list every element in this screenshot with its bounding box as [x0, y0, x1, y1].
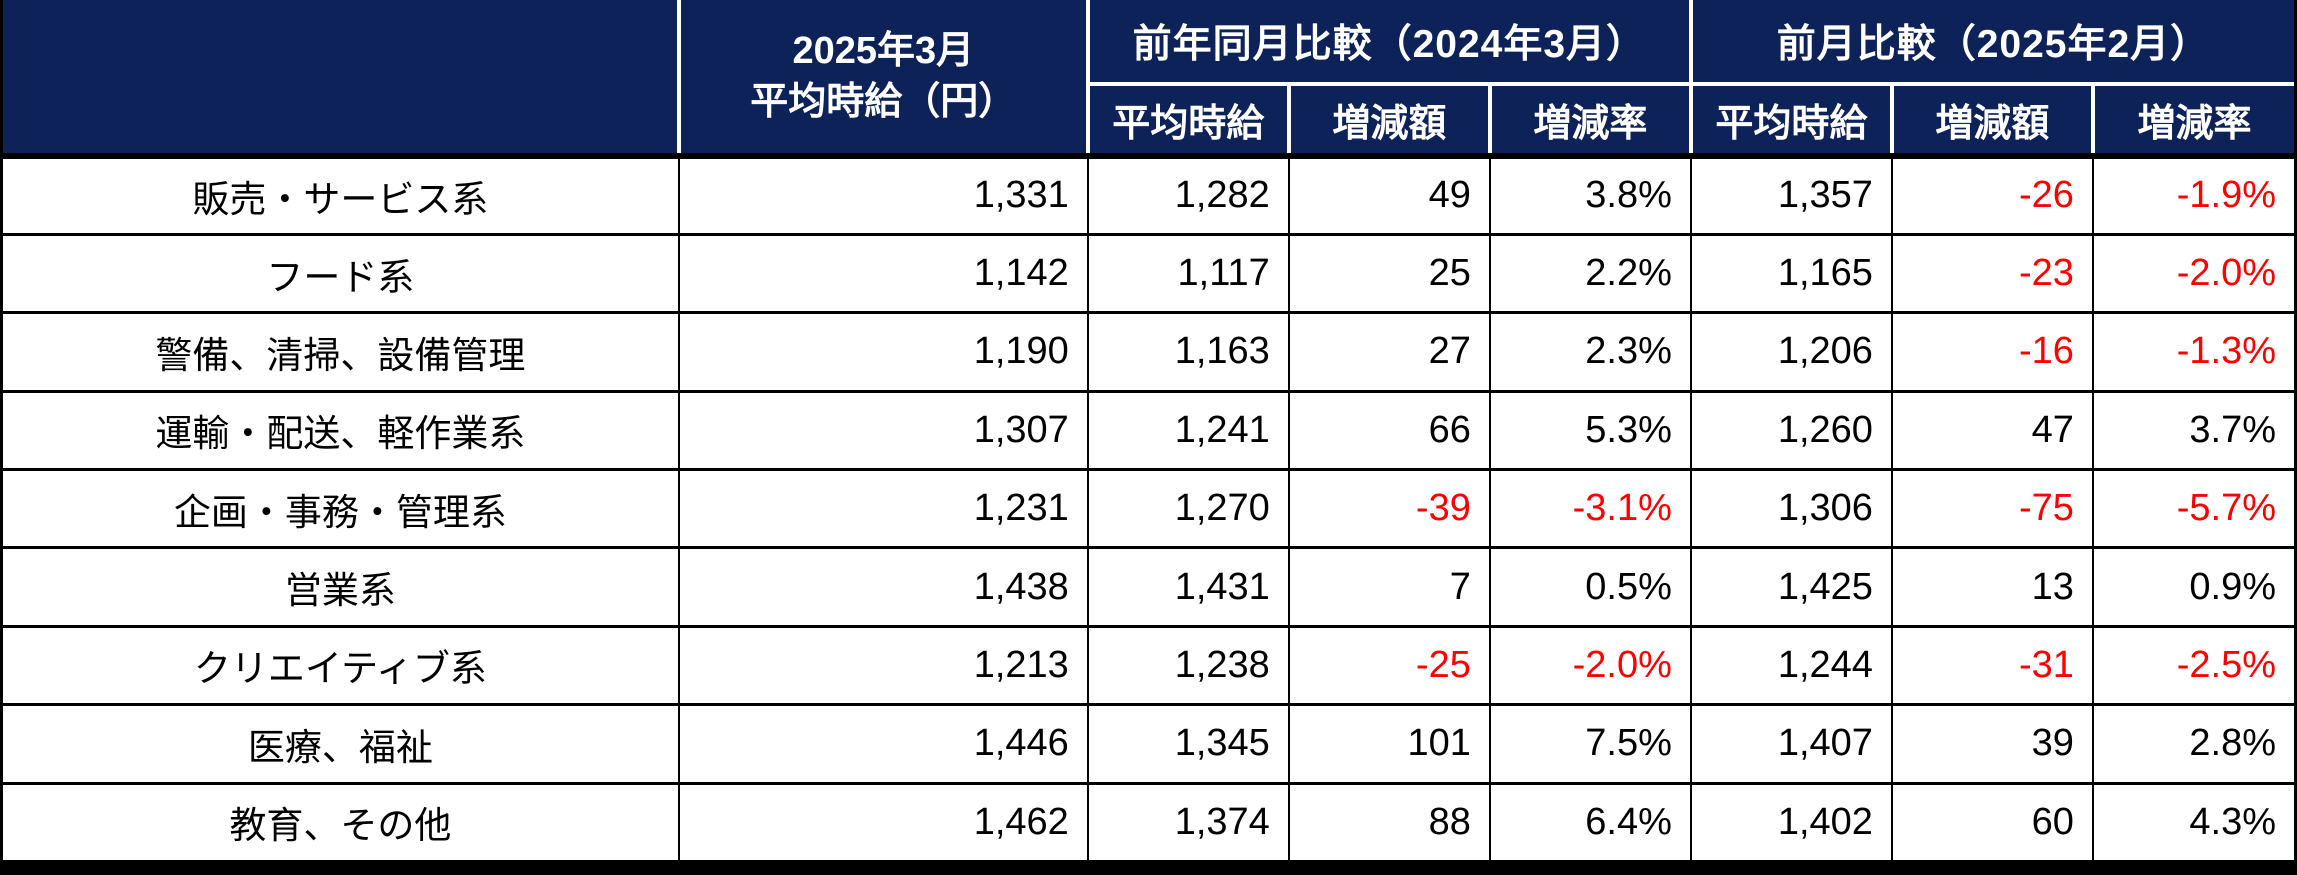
value-cell: 1,402	[1689, 781, 1893, 863]
category-cell: 運輸・配送、軽作業系	[3, 389, 680, 472]
value-cell: 1,462	[677, 781, 1089, 863]
value-cell: -25	[1287, 624, 1491, 707]
value-cell: -31	[1890, 624, 2094, 707]
value-cell: 1,270	[1086, 467, 1290, 550]
table-row: 医療、福祉 1,446 1,345 101 7.5% 1,407 39 2.8%	[3, 703, 2294, 785]
value-cell: 1,345	[1086, 703, 1290, 785]
value-cell: 7	[1287, 546, 1491, 628]
value-cell: 60	[1890, 781, 2094, 863]
header-group-mom: 前月比較（2025年2月）	[1688, 0, 2294, 86]
value-cell: 2.3%	[1488, 311, 1692, 393]
value-cell: 1,142	[677, 232, 1089, 315]
value-cell: 1,425	[1689, 546, 1893, 628]
header-current-month-line2: 平均時給（円）	[750, 80, 1017, 123]
category-cell: 企画・事務・管理系	[3, 467, 680, 550]
category-cell: クリエイティブ系	[3, 624, 680, 707]
value-cell: 1,446	[677, 703, 1089, 785]
header-group-row: 2025年3月 平均時給（円） 前年同月比較（2024年3月） 前月比較（202…	[3, 0, 2294, 159]
wage-comparison-table: 2025年3月 平均時給（円） 前年同月比較（2024年3月） 前月比較（202…	[3, 0, 2294, 863]
value-cell: -23	[1890, 232, 2094, 315]
value-cell: -1.9%	[2091, 154, 2294, 236]
value-cell: 1,244	[1689, 624, 1893, 707]
category-cell: 販売・サービス系	[3, 154, 680, 236]
category-cell: 教育、その他	[3, 781, 680, 863]
category-cell: 医療、福祉	[3, 703, 680, 785]
value-cell: 3.7%	[2091, 389, 2294, 472]
value-cell: 1,307	[677, 389, 1089, 472]
value-cell: 1,306	[1689, 467, 1893, 550]
value-cell: 7.5%	[1488, 703, 1692, 785]
value-cell: -3.1%	[1488, 467, 1692, 550]
value-cell: 5.3%	[1488, 389, 1692, 472]
value-cell: 1,238	[1086, 624, 1290, 707]
table-row: フード系 1,142 1,117 25 2.2% 1,165 -23 -2.0%	[3, 232, 2294, 315]
value-cell: 88	[1287, 781, 1491, 863]
value-cell: -75	[1890, 467, 2094, 550]
value-cell: 66	[1287, 389, 1491, 472]
header-mom-avg: 平均時給	[1688, 82, 1894, 159]
value-cell: 1,260	[1689, 389, 1893, 472]
header-current-month: 2025年3月 平均時給（円）	[676, 0, 1090, 159]
value-cell: 0.5%	[1488, 546, 1692, 628]
value-cell: 1,357	[1689, 154, 1893, 236]
value-cell: -1.3%	[2091, 311, 2294, 393]
table-row: 警備、清掃、設備管理 1,190 1,163 27 2.3% 1,206 -16 -1.3%	[3, 311, 2294, 393]
header-yoy-diff: 増減額	[1286, 82, 1492, 159]
value-cell: 1,331	[677, 154, 1089, 236]
table-row: 運輸・配送、軽作業系 1,307 1,241 66 5.3% 1,260 47 3.7%	[3, 389, 2294, 472]
header-corner-cell	[3, 0, 681, 159]
value-cell: 1,231	[677, 467, 1089, 550]
value-cell: 2.2%	[1488, 232, 1692, 315]
value-cell: 6.4%	[1488, 781, 1692, 863]
value-cell: 1,407	[1689, 703, 1893, 785]
value-cell: 1,165	[1689, 232, 1893, 315]
value-cell: 101	[1287, 703, 1491, 785]
category-cell: 営業系	[3, 546, 680, 628]
value-cell: 1,241	[1086, 389, 1290, 472]
table-row: 企画・事務・管理系 1,231 1,270 -39 -3.1% 1,306 -75 -5.7%	[3, 467, 2294, 550]
category-cell: フード系	[3, 232, 680, 315]
table-row: 営業系 1,438 1,431 7 0.5% 1,425 13 0.9%	[3, 546, 2294, 628]
value-cell: 1,438	[677, 546, 1089, 628]
value-cell: 1,163	[1086, 311, 1290, 393]
category-cell: 警備、清掃、設備管理	[3, 311, 680, 393]
value-cell: 1,282	[1086, 154, 1290, 236]
header-current-month-line1: 2025年3月	[792, 30, 975, 73]
value-cell: -2.0%	[1488, 624, 1692, 707]
value-cell: 0.9%	[2091, 546, 2294, 628]
table-row: 教育、その他 1,462 1,374 88 6.4% 1,402 60 4.3%	[3, 781, 2294, 863]
value-cell: 1,431	[1086, 546, 1290, 628]
value-cell: -2.0%	[2091, 232, 2294, 315]
table-header: 2025年3月 平均時給（円） 前年同月比較（2024年3月） 前月比較（202…	[3, 0, 2294, 159]
value-cell: 2.8%	[2091, 703, 2294, 785]
header-yoy-rate: 増減率	[1487, 82, 1693, 159]
value-cell: 27	[1287, 311, 1491, 393]
value-cell: 1,190	[677, 311, 1089, 393]
value-cell: 1,374	[1086, 781, 1290, 863]
header-group-yoy: 前年同月比較（2024年3月）	[1085, 0, 1693, 86]
header-sub-row: 平均時給 増減額 増減率 平均時給 増減額 増減率	[3, 82, 2294, 159]
value-cell: -39	[1287, 467, 1491, 550]
value-cell: 1,213	[677, 624, 1089, 707]
header-yoy-avg: 平均時給	[1087, 82, 1291, 159]
header-mom-diff: 増減額	[1889, 82, 2095, 159]
table-body: 販売・サービス系 1,331 1,282 49 3.8% 1,357 -26 -1.9% フード…	[3, 154, 2294, 863]
value-cell: 3.8%	[1488, 154, 1692, 236]
value-cell: 1,117	[1086, 232, 1290, 315]
value-cell: 47	[1890, 389, 2094, 472]
value-cell: -5.7%	[2091, 467, 2294, 550]
value-cell: 1,206	[1689, 311, 1893, 393]
value-cell: 39	[1890, 703, 2094, 785]
value-cell: 49	[1287, 154, 1491, 236]
table-row: クリエイティブ系 1,213 1,238 -25 -2.0% 1,244 -31 -2.5%	[3, 624, 2294, 707]
value-cell: -2.5%	[2091, 624, 2294, 707]
header-mom-rate: 増減率	[2090, 82, 2294, 159]
value-cell: -26	[1890, 154, 2094, 236]
value-cell: -16	[1890, 311, 2094, 393]
value-cell: 25	[1287, 232, 1491, 315]
table-row: 販売・サービス系 1,331 1,282 49 3.8% 1,357 -26 -1.9%	[3, 154, 2294, 236]
value-cell: 13	[1890, 546, 2094, 628]
value-cell: 4.3%	[2091, 781, 2294, 863]
